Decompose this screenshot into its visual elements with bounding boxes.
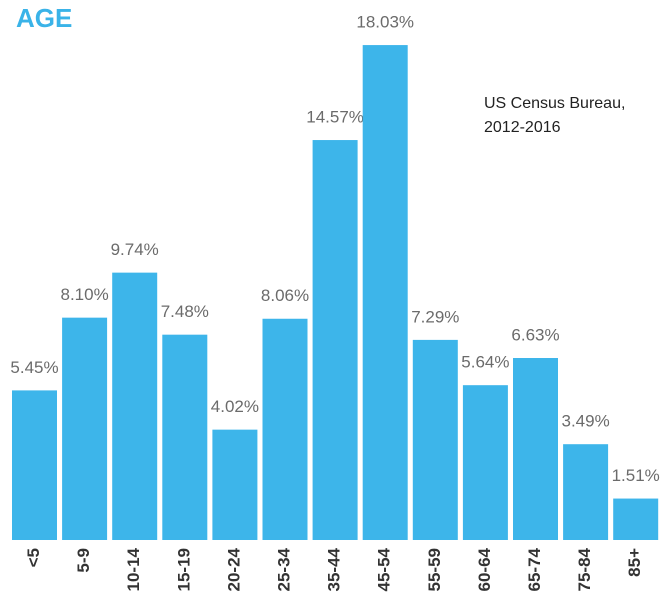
x-tick-label: 65-74 [525, 547, 544, 591]
value-label: 6.63% [511, 325, 559, 344]
bar [312, 140, 358, 540]
value-label: 1.51% [612, 466, 660, 485]
bar [613, 498, 659, 540]
x-tick-label: 45-54 [375, 547, 394, 591]
value-label: 8.06% [261, 286, 309, 305]
value-label: 5.45% [10, 358, 58, 377]
value-label: 14.57% [306, 108, 364, 127]
x-tick-label: 15-19 [174, 548, 193, 591]
x-tick-label: 35-44 [325, 547, 344, 591]
bar [513, 358, 558, 540]
x-tick-label: 20-24 [224, 547, 243, 591]
source-note: US Census Bureau, [484, 95, 625, 112]
bar [412, 339, 458, 540]
value-label: 8.10% [60, 285, 108, 304]
bar [462, 385, 508, 540]
source-note: 2012-2016 [484, 119, 561, 136]
value-label: 7.29% [411, 307, 459, 326]
x-tick-label: <5 [24, 548, 43, 567]
bar [162, 334, 208, 540]
bar [12, 390, 57, 540]
value-label: 4.02% [211, 397, 259, 416]
bar [112, 272, 158, 540]
bar [212, 429, 258, 540]
bar [62, 317, 108, 540]
x-tick-label: 5-9 [74, 548, 93, 573]
x-tick-label: 25-34 [274, 547, 293, 591]
bar [262, 318, 308, 540]
bar [362, 45, 408, 540]
value-label: 7.48% [161, 302, 209, 321]
x-tick-label: 10-14 [124, 547, 143, 591]
value-label: 3.49% [561, 412, 609, 431]
x-tick-label: 55-59 [425, 548, 444, 591]
value-label: 9.74% [111, 240, 159, 259]
bar [563, 444, 609, 540]
value-label: 5.64% [461, 353, 509, 372]
value-label: 18.03% [356, 13, 414, 32]
x-tick-label: 75-84 [575, 547, 594, 591]
x-tick-label: 60-64 [475, 547, 494, 591]
x-tick-label: 85+ [625, 548, 644, 577]
chart-title: AGE [16, 3, 72, 33]
